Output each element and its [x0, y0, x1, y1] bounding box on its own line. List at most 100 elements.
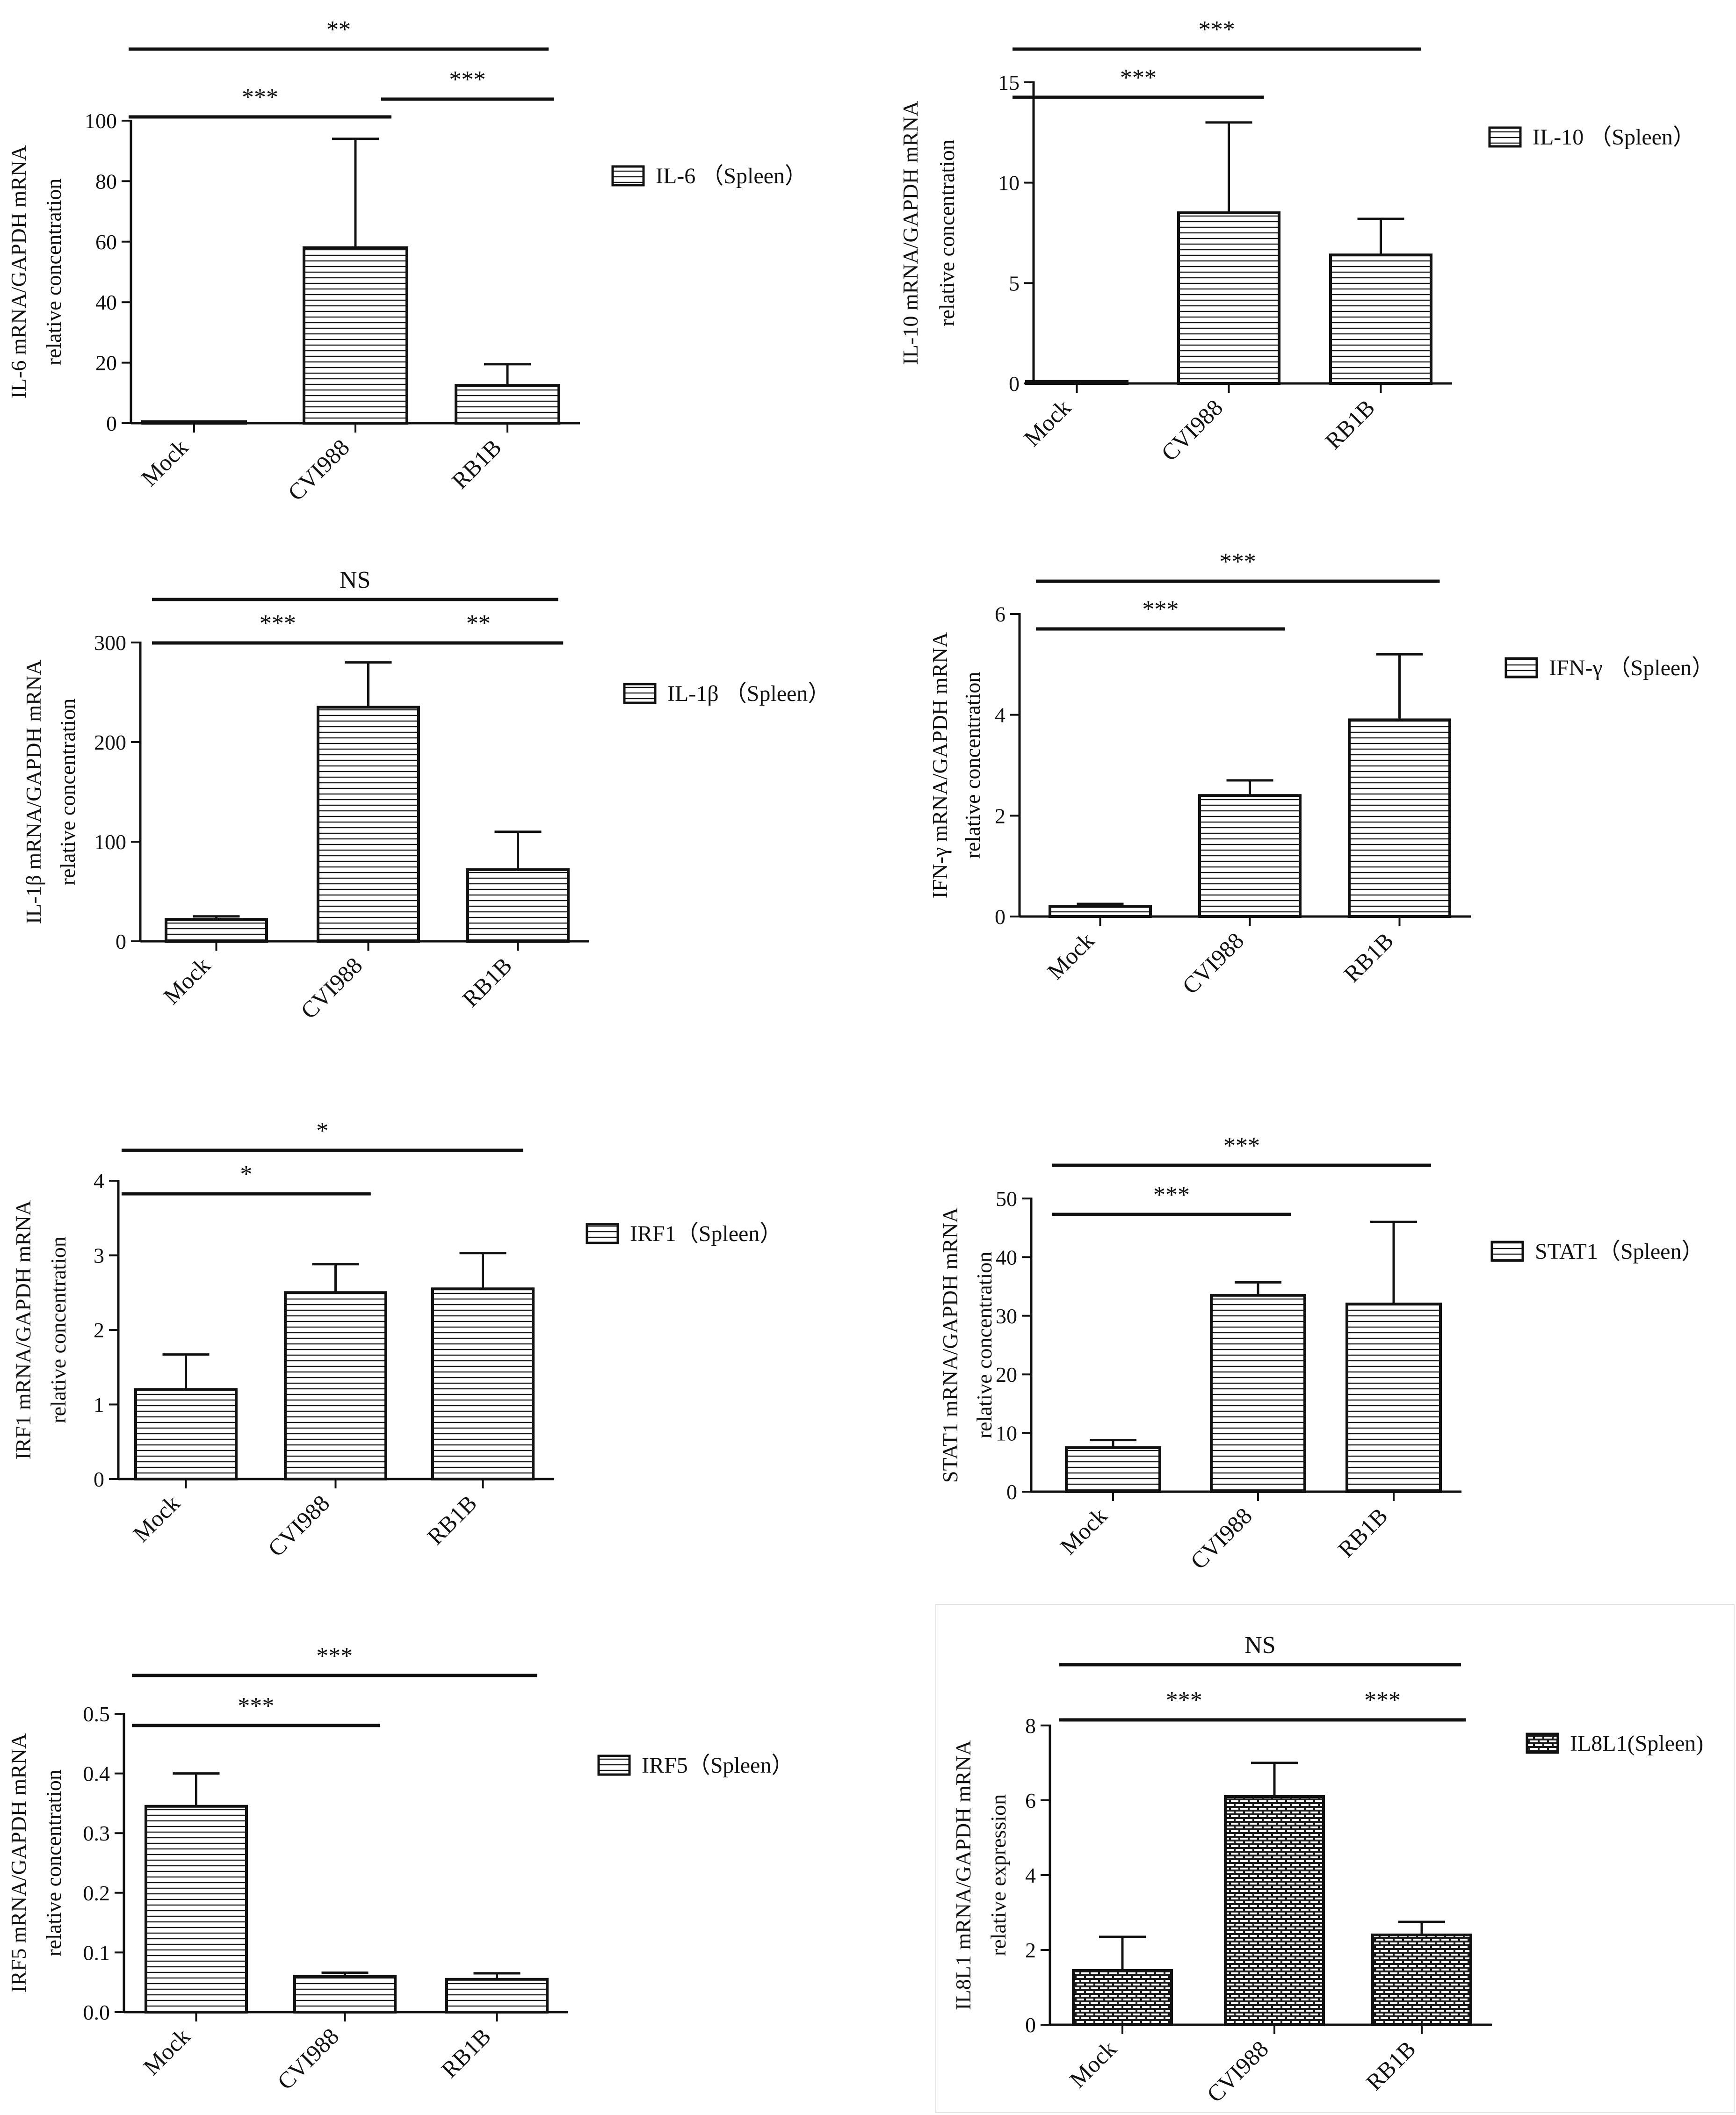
il6-category-label: CVI988: [282, 434, 354, 506]
il8l1-legend-swatch: [1526, 1732, 1559, 1754]
ifng-category-label: RB1B: [1338, 927, 1398, 987]
irf1-ylabel-line: relative concentration: [46, 1236, 70, 1423]
il1b-bar-mock: [165, 918, 268, 943]
il1b-significance-label: ***: [260, 610, 296, 637]
il10-ytick-label: 10: [998, 171, 1020, 195]
il1b-ytick-label: 100: [94, 830, 126, 854]
irf5-legend-label: IRF5（Spleen）: [642, 1753, 794, 1778]
ifng-legend-swatch: [1505, 657, 1538, 679]
il8l1-category-label: RB1B: [1361, 2036, 1421, 2095]
irf1-bar-cvi988: [284, 1291, 387, 1480]
stat1-bar-rb1b: [1345, 1302, 1442, 1493]
il10-category-label: CVI988: [1156, 394, 1228, 466]
irf5-ytick-label: 0.4: [83, 1762, 110, 1786]
il10-ytick-label: 5: [1009, 271, 1020, 295]
ifng-ylabel-line: IFN-γ mRNA/GAPDH mRNA: [928, 632, 952, 899]
il10-legend-swatch: [1488, 126, 1522, 148]
irf1-ytick-label: 4: [94, 1169, 104, 1193]
irf1-legend-swatch: [586, 1223, 619, 1244]
irf5-bar-rb1b: [445, 1978, 549, 2014]
irf1-significance-label: *: [240, 1161, 252, 1188]
irf5-bar-mock: [145, 1805, 248, 2014]
il8l1-significance-label: ***: [1166, 1687, 1202, 1714]
stat1-ylabel-line: STAT1 mRNA/GAPDH mRNA: [938, 1207, 962, 1483]
il1b-ytick-label: 200: [94, 730, 126, 754]
ifng-category-label: CVI988: [1177, 927, 1249, 999]
ifng-bar-rb1b: [1348, 718, 1451, 918]
irf5-legend-swatch: [597, 1754, 631, 1776]
il10-category-label: RB1B: [1320, 394, 1380, 454]
il6-ytick-label: 60: [95, 230, 117, 254]
il10-significance-label: ***: [1120, 65, 1157, 91]
irf1-category-label: Mock: [128, 1490, 185, 1547]
irf5-category-label: Mock: [138, 2023, 195, 2080]
ifng-chart: 0 2 4 6 IFN-γ mRNA/GAPDH mRNA relative concen…: [928, 549, 1714, 999]
stat1-category-label: RB1B: [1333, 1502, 1393, 1562]
ifng-ytick-label: 4: [995, 703, 1005, 727]
irf5-category-label: RB1B: [436, 2023, 496, 2083]
stat1-ytick-label: 10: [996, 1422, 1017, 1445]
il1b-category-label: Mock: [158, 952, 215, 1009]
ifng-bar-mock: [1049, 905, 1152, 918]
ifng-ytick-label: 6: [995, 602, 1005, 626]
ifng-significance-label: ***: [1220, 549, 1256, 575]
il6-legend-swatch: [611, 165, 645, 187]
il6-ytick-label: 0: [106, 411, 117, 435]
il8l1-significance-label: NS: [1244, 1632, 1275, 1659]
irf5-bar-cvi988: [293, 1975, 397, 2014]
il1b-category-label: RB1B: [457, 952, 517, 1012]
irf5-significance-label: ***: [316, 1643, 353, 1669]
stat1-ytick-label: 30: [996, 1304, 1017, 1328]
stat1-legend-swatch: [1490, 1241, 1524, 1262]
il1b-category-label: CVI988: [296, 952, 368, 1024]
irf5-ylabel-line: relative concentration: [42, 1769, 65, 1956]
il1b-bar-rb1b: [466, 868, 570, 943]
il10-chart: 0 5 10 15 IL-10 mRNA/GAPDH mRNA relative conc…: [898, 16, 1695, 466]
il6-chart: 0 20 40 60 80 100 IL-6 mRNA/GAPDH mRNA relative…: [7, 16, 807, 506]
irf1-ylabel-line: IRF1 mRNA/GAPDH mRNA: [11, 1200, 35, 1460]
irf1-bar-rb1b: [431, 1287, 535, 1480]
il1b-bar-cvi988: [317, 706, 420, 943]
il1b-significance-label: NS: [340, 567, 370, 593]
il8l1-ytick-label: 0: [1025, 2013, 1036, 2037]
ifng-category-label: Mock: [1042, 927, 1099, 984]
il8l1-significance-label: ***: [1364, 1687, 1401, 1714]
irf5-ytick-label: 0.0: [83, 2000, 110, 2024]
il10-category-label: Mock: [1019, 394, 1076, 451]
il10-ylabel-line: IL-10 mRNA/GAPDH mRNA: [898, 101, 922, 365]
il6-legend-label: IL-6 （Spleen）: [656, 164, 807, 188]
ifng-bar-cvi988: [1198, 794, 1302, 918]
il10-bar-cvi988: [1177, 211, 1280, 385]
il1b-legend-label: IL-1β （Spleen）: [667, 681, 830, 706]
il10-bar-mock: [1025, 380, 1128, 385]
il10-significance-label: ***: [1199, 16, 1235, 43]
ifng-ytick-label: 2: [995, 804, 1005, 828]
irf1-category-label: RB1B: [422, 1490, 482, 1550]
il8l1-ytick-label: 4: [1025, 1863, 1036, 1887]
stat1-ylabel-line: relative concentration: [972, 1252, 996, 1439]
irf5-significance-label: ***: [238, 1693, 274, 1719]
il10-legend-label: IL-10 （Spleen）: [1533, 125, 1695, 150]
il8l1-bar-rb1b: [1371, 1934, 1472, 2026]
irf1-chart: 0 1 2 3 4 IRF1 mRNA/GAPDH mRNA relative concen…: [11, 1118, 782, 1562]
il6-significance-label: ***: [449, 66, 486, 93]
ifng-ylabel-line: relative concentration: [961, 672, 984, 859]
il1b-ylabel-line: IL-1β mRNA/GAPDH mRNA: [22, 660, 45, 924]
il10-ylabel-line: relative concentration: [935, 139, 959, 326]
irf1-ytick-label: 3: [94, 1244, 104, 1268]
il10-ytick-label: 15: [998, 71, 1020, 94]
il6-bar-rb1b: [455, 384, 560, 425]
il1b-ytick-label: 0: [116, 930, 126, 953]
il1b-chart: 0 100 200 300 IL-1β mRNA/GAPDH mRNA relative …: [22, 567, 830, 1024]
irf5-category-label: CVI988: [272, 2023, 344, 2095]
stat1-ytick-label: 0: [1006, 1480, 1017, 1504]
il1b-significance-label: **: [466, 610, 491, 637]
stat1-chart: 0 10 20 30 40 50 STAT1 mRNA/GAPDH mRNA relative…: [938, 1133, 1704, 1574]
il8l1-ytick-label: 8: [1025, 1714, 1036, 1738]
stat1-ytick-label: 40: [996, 1245, 1017, 1269]
il8l1-category-label: CVI988: [1201, 2036, 1273, 2108]
stat1-category-label: CVI988: [1185, 1502, 1257, 1574]
irf5-ytick-label: 0.2: [83, 1881, 110, 1905]
irf1-ytick-label: 2: [94, 1318, 104, 1342]
il8l1-ylabel-line: relative expression: [986, 1794, 1010, 1956]
